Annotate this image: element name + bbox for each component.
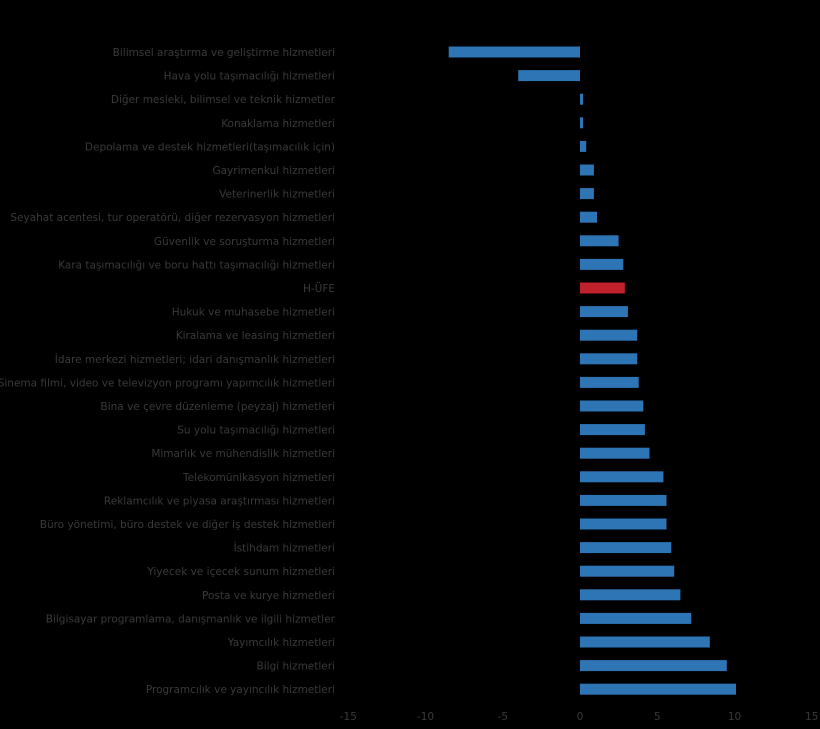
bar-7 (580, 211, 597, 223)
category-label-25: Yayımcılık hizmetleri (227, 637, 335, 649)
bar-6 (580, 188, 594, 200)
category-label-0: Bilimsel araştırma ve geliştirme hizmetl… (113, 47, 335, 59)
category-label-18: Telekomünikasyon hizmetleri (182, 472, 335, 484)
bar-23 (580, 589, 681, 601)
bar-5 (580, 164, 594, 176)
bar-9 (580, 258, 624, 270)
category-label-5: Gayrimenkul hizmetleri (212, 165, 335, 177)
bar-13 (580, 353, 638, 365)
category-label-14: Sinema filmi, video ve televizyon progra… (0, 377, 335, 389)
bar-22 (580, 565, 675, 577)
category-label-23: Posta ve kurye hizmetleri (202, 590, 335, 602)
category-label-13: İdare merkezi hizmetleri; idari danışman… (55, 353, 335, 366)
category-label-26: Bilgi hizmetleri (257, 661, 335, 673)
bar-20 (580, 518, 667, 530)
category-label-1: Hava yolu taşımacılığı hizmetleri (164, 71, 335, 83)
x-tick-label-2: -5 (498, 711, 508, 723)
category-label-16: Su yolu taşımacılığı hizmetleri (177, 425, 335, 437)
bar-1 (518, 70, 580, 82)
bar-25 (580, 636, 710, 648)
category-label-4: Depolama ve destek hizmetleri(taşımacılı… (85, 141, 335, 153)
category-label-19: Reklamcılık ve piyasa araştırması hizmet… (104, 495, 335, 507)
category-label-27: Programcılık ve yayıncılık hizmetleri (146, 684, 335, 696)
bar-8 (580, 235, 619, 247)
bar-24 (580, 612, 692, 624)
bar-12 (580, 329, 638, 341)
bars-group (448, 46, 736, 695)
x-tick-label-5: 10 (728, 711, 741, 723)
bar-0 (448, 46, 580, 58)
bar-21 (580, 542, 672, 554)
category-label-22: Yiyecek ve içecek sunum hizmetleri (146, 566, 335, 578)
category-label-24: Bilgisayar programlama, danışmanlık ve i… (46, 613, 336, 625)
bar-11 (580, 306, 628, 318)
category-label-6: Veterinerlik hizmetleri (219, 189, 335, 201)
category-label-9: Kara taşımacılığı ve boru hattı taşımacı… (58, 259, 335, 271)
category-labels-group: Bilimsel araştırma ve geliştirme hizmetl… (0, 47, 336, 696)
category-label-20: Büro yönetimi, büro destek ve diğer iş d… (40, 519, 335, 531)
category-label-7: Seyahat acentesi, tur operatörü, diğer r… (10, 212, 335, 224)
x-tick-label-0: -15 (340, 711, 357, 723)
category-label-11: Hukuk ve muhasebe hizmetleri (172, 307, 335, 319)
category-label-2: Diğer mesleki, bilimsel ve teknik hizmet… (111, 94, 336, 106)
bar-15 (580, 400, 644, 412)
bar-17 (580, 447, 650, 459)
category-label-8: Güvenlik ve soruşturma hizmetleri (154, 236, 335, 248)
category-label-21: İstihdam hizmetleri (234, 542, 335, 555)
x-tick-label-3: 0 (577, 711, 584, 723)
bar-14 (580, 376, 639, 388)
bar-27 (580, 683, 736, 695)
x-tick-label-1: -10 (417, 711, 434, 723)
category-label-12: Kiralama ve leasing hizmetleri (176, 330, 335, 342)
x-tick-label-6: 15 (805, 711, 818, 723)
bar-26 (580, 660, 727, 672)
bar-19 (580, 494, 667, 506)
bar-4 (580, 140, 587, 152)
bar-3 (580, 117, 584, 129)
x-tick-label-4: 5 (654, 711, 661, 723)
bar-10 (580, 282, 625, 294)
category-label-15: Bina ve çevre düzenleme (peyzaj) hizmetl… (101, 401, 335, 413)
bar-18 (580, 471, 664, 483)
category-label-3: Konaklama hizmetleri (221, 118, 335, 130)
category-label-17: Mimarlık ve mühendislik hizmetleri (151, 448, 335, 460)
category-label-10: H-ÜFE (303, 282, 335, 295)
bar-2 (580, 93, 584, 105)
bar-16 (580, 424, 645, 436)
x-tick-labels-group: -15 -10 -5 0 5 10 15 (340, 711, 819, 723)
